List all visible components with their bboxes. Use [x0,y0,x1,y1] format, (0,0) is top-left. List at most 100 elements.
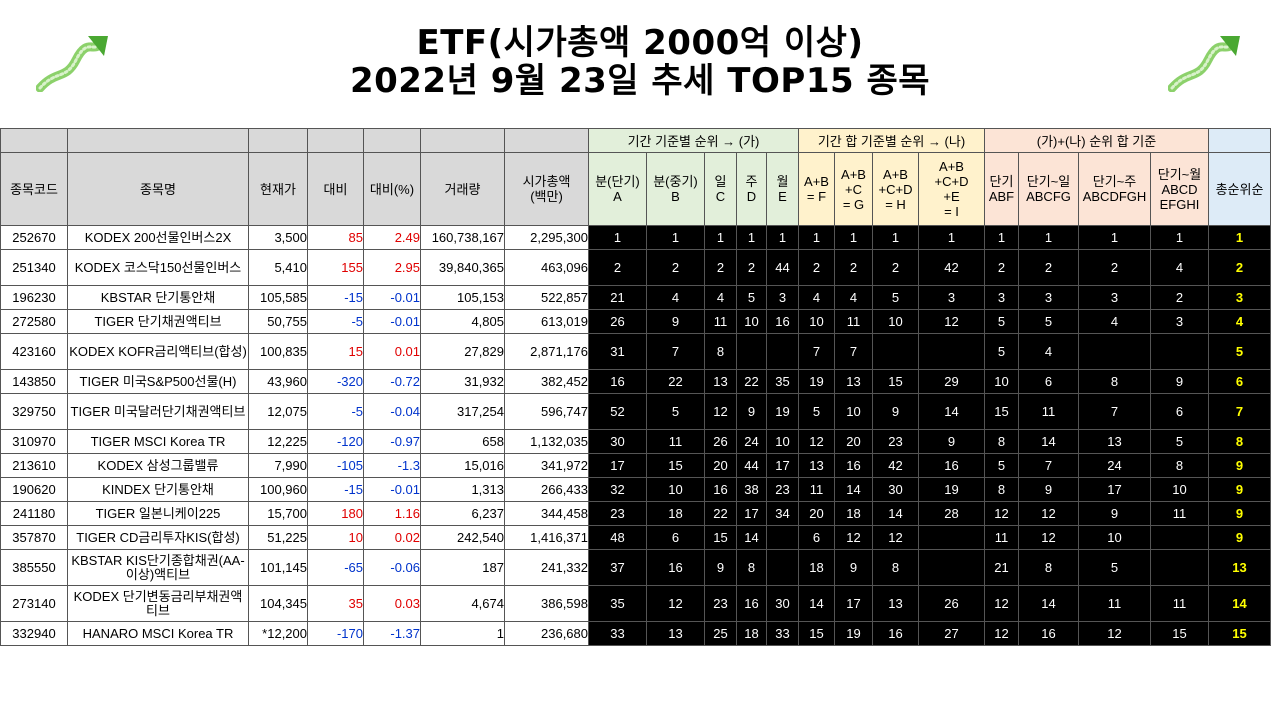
cell-change-pct: 2.49 [363,225,421,250]
cell-rank: 13 [704,369,737,394]
cell-rank: 37 [588,549,647,586]
cell-price: 43,960 [248,369,308,394]
cell-volume: 187 [420,549,505,586]
cell-rank: 13 [646,621,705,646]
cell-rank: 17 [736,501,767,526]
cell-mcap: 341,972 [504,453,589,478]
cell-volume: 658 [420,429,505,454]
cell-rank: 11 [834,309,873,334]
cell-rank: 13 [1078,429,1151,454]
cell-rank: 6 [1150,393,1209,430]
cell-rank: 4 [646,285,705,310]
cell-name: KINDEX 단기통안채 [67,477,249,502]
cell-rank: 3 [1078,285,1151,310]
cell-rank: 8 [872,549,919,586]
cell-price: 12,225 [248,429,308,454]
cell-rank: 26 [588,309,647,334]
cell-code: 252670 [0,225,68,250]
cell-mcap: 522,857 [504,285,589,310]
cell-rank: 25 [704,621,737,646]
cell-rank: 2 [1078,249,1151,286]
cell-rank: 28 [918,501,985,526]
cell-change: -320 [307,369,364,394]
cell-rank: 4 [1150,249,1209,286]
cell-price: 5,410 [248,249,308,286]
cell-rank: 9 [1018,477,1079,502]
cell-rank: 23 [872,429,919,454]
group-empty-cell [0,128,68,153]
cell-rank [918,333,985,370]
cell-rank: 12 [646,585,705,622]
cell-rank: 8 [1018,549,1079,586]
cell-volume: 1,313 [420,477,505,502]
cell-rank: 3 [1018,285,1079,310]
cell-final-rank: 9 [1208,453,1271,478]
cell-mcap: 241,332 [504,549,589,586]
cell-change-pct: -0.72 [363,369,421,394]
cell-rank: 14 [1018,585,1079,622]
cell-price: 104,345 [248,585,308,622]
cell-rank: 8 [984,477,1019,502]
col-header-f: A+B = F [798,152,835,226]
col-header-a: 분(단기) A [588,152,647,226]
cell-rank: 12 [834,525,873,550]
cell-rank: 12 [984,621,1019,646]
etf-ranking-table: 기간 기준별 순위 → (가) 기간 합 기준별 순위 → (나) (가)+(나… [0,128,1271,646]
cell-rank: 4 [798,285,835,310]
cell-change-pct: -0.04 [363,393,421,430]
cell-rank: 15 [984,393,1019,430]
cell-rank: 44 [736,453,767,478]
table-row: 252670 KODEX 200선물인버스2X 3,500 85 2.49 160,738… [0,225,1271,250]
cell-rank: 10 [872,309,919,334]
cell-rank: 11 [1018,393,1079,430]
cell-rank: 42 [918,249,985,286]
cell-rank: 38 [736,477,767,502]
cell-rank: 4 [834,285,873,310]
cell-rank: 6 [798,525,835,550]
cell-rank [1150,525,1209,550]
cell-rank: 44 [766,249,799,286]
cell-rank: 20 [704,453,737,478]
cell-rank: 19 [766,393,799,430]
cell-change-pct: 0.01 [363,333,421,370]
cell-rank: 5 [1018,309,1079,334]
cell-price: 100,835 [248,333,308,370]
cell-rank: 3 [1150,309,1209,334]
cell-price: 105,585 [248,285,308,310]
cell-rank: 2 [1150,285,1209,310]
cell-rank: 17 [766,453,799,478]
cell-rank: 6 [1018,369,1079,394]
col-header-change: 대비 [307,152,364,226]
cell-code: 213610 [0,453,68,478]
cell-rank: 42 [872,453,919,478]
col-header-h: A+B +C+D = H [872,152,919,226]
cell-rank: 9 [1078,501,1151,526]
cell-mcap: 236,680 [504,621,589,646]
cell-rank: 11 [646,429,705,454]
cell-rank: 30 [872,477,919,502]
cell-volume: 317,254 [420,393,505,430]
cell-rank: 1 [736,225,767,250]
col-header-i: A+B +C+D +E = I [918,152,985,226]
cell-final-rank: 9 [1208,477,1271,502]
cell-price: 51,225 [248,525,308,550]
cell-rank: 1 [984,225,1019,250]
table-row: 357870 TIGER CD금리투자KIS(합성) 51,225 10 0.02 242… [0,525,1271,550]
cell-rank: 7 [798,333,835,370]
cell-rank: 35 [588,585,647,622]
cell-rank: 7 [1018,453,1079,478]
table-row: 143850 TIGER 미국S&P500선물(H) 43,960 -320 -0.72… [0,369,1271,394]
cell-change: 180 [307,501,364,526]
cell-change: -15 [307,285,364,310]
cell-rank: 13 [798,453,835,478]
cell-rank: 1 [1150,225,1209,250]
cell-rank: 11 [1150,585,1209,622]
cell-rank: 7 [1078,393,1151,430]
cell-volume: 39,840,365 [420,249,505,286]
cell-mcap: 596,747 [504,393,589,430]
cell-change: -5 [307,393,364,430]
cell-rank: 9 [1150,369,1209,394]
cell-rank: 26 [704,429,737,454]
cell-rank: 21 [588,285,647,310]
cell-code: 423160 [0,333,68,370]
